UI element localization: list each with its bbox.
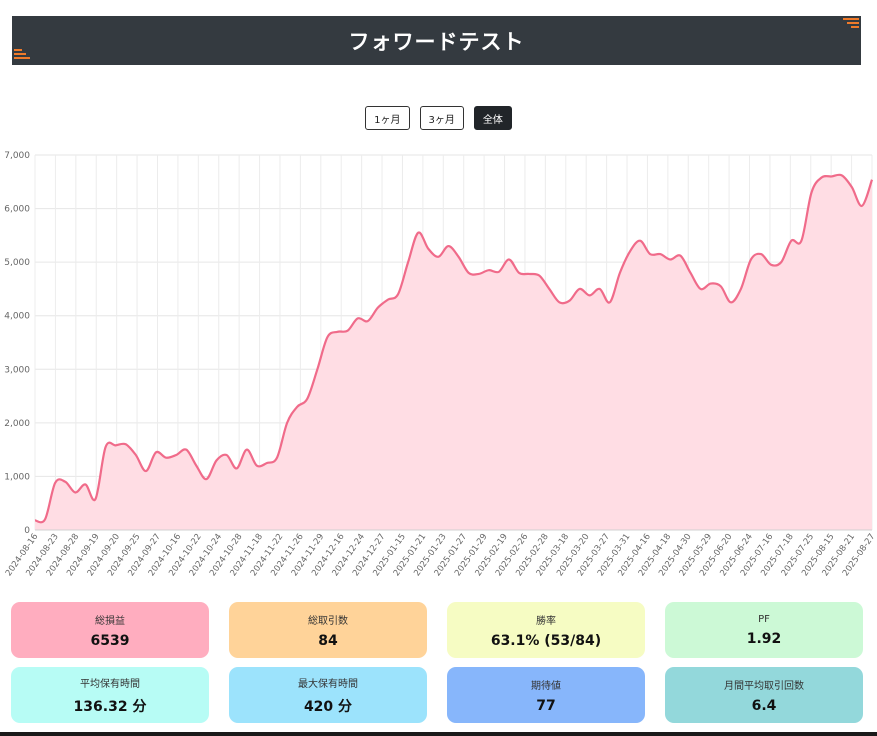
- range-1-month-button[interactable]: 1ヶ月: [365, 106, 410, 130]
- stat-value: 6.4: [751, 697, 777, 714]
- stat-value: 420 分: [303, 698, 353, 715]
- stat-value: 84: [318, 632, 338, 649]
- equity-line: [34, 173, 874, 524]
- stat-label: 総取引数: [308, 615, 348, 627]
- range-selector: 1ヶ月 3ヶ月 全体: [0, 106, 877, 130]
- corner-decoration-icon: [14, 49, 30, 63]
- stat-label: 期待値: [531, 680, 561, 692]
- stat-card-profit-factor: PF 1.92: [665, 602, 863, 658]
- range-3-month-button[interactable]: 3ヶ月: [419, 106, 464, 130]
- stat-label: 最大保有時間: [298, 678, 358, 690]
- stat-label: 平均保有時間: [80, 678, 140, 690]
- stat-label: 月間平均取引回数: [724, 680, 804, 692]
- y-tick-label: 4,000: [4, 312, 30, 322]
- y-tick-label: 0: [24, 526, 30, 536]
- stat-value: 136.32 分: [73, 698, 147, 715]
- stat-card-expected-value: 期待値 77: [447, 667, 645, 723]
- y-tick-label: 1,000: [4, 472, 30, 482]
- y-tick-label: 7,000: [4, 151, 30, 161]
- y-tick-label: 2,000: [4, 419, 30, 429]
- stat-card-monthly-avg-trades: 月間平均取引回数 6.4: [665, 667, 863, 723]
- stats-grid: 総損益 6539 総取引数 84 勝率 63.1% (53/84) PF 1.9…: [11, 602, 863, 723]
- stat-value: 1.92: [746, 630, 782, 647]
- stat-value: 77: [536, 697, 556, 714]
- y-tick-label: 5,000: [4, 258, 30, 268]
- bottom-bar: [0, 732, 877, 736]
- stat-label: PF: [758, 613, 770, 625]
- range-all-button[interactable]: 全体: [473, 106, 512, 130]
- equity-area: [35, 174, 872, 530]
- y-tick-label: 3,000: [4, 365, 30, 375]
- stat-card-max-hold-time: 最大保有時間 420 分: [229, 667, 427, 723]
- stat-card-total-pnl: 総損益 6539: [11, 602, 209, 658]
- page-title: フォワードテスト: [348, 29, 525, 54]
- equity-chart: 01,0002,0003,0004,0005,0006,0007,0002024…: [4, 151, 877, 578]
- stat-value: 63.1% (53/84): [490, 632, 602, 649]
- stat-value: 6539: [90, 632, 130, 649]
- stat-label: 勝率: [536, 615, 556, 627]
- stat-card-total-trades: 総取引数 84: [229, 602, 427, 658]
- y-tick-label: 6,000: [4, 205, 30, 215]
- stat-card-avg-hold-time: 平均保有時間 136.32 分: [11, 667, 209, 723]
- page-header: フォワードテスト: [12, 16, 861, 65]
- stat-card-win-rate: 勝率 63.1% (53/84): [447, 602, 645, 658]
- corner-decoration-icon: [843, 18, 859, 32]
- stat-label: 総損益: [95, 615, 125, 627]
